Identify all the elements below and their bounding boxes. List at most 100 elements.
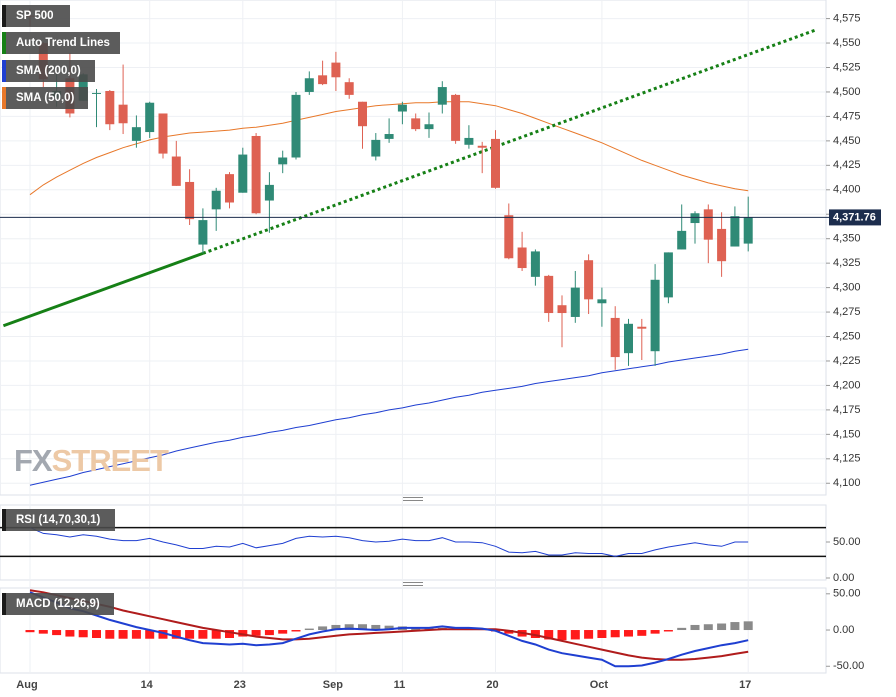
signal-line (29, 589, 749, 661)
candle-body (198, 220, 208, 245)
candle-body (211, 190, 221, 210)
histogram-bar (570, 630, 580, 640)
y-tick-label: 4,250 (833, 330, 861, 342)
candle-body (105, 90, 115, 125)
sma-line (29, 101, 749, 196)
candle-body (477, 145, 487, 148)
y-tick-label: 4,325 (833, 257, 861, 269)
last-price-box (829, 209, 881, 226)
y-tick-label: 4,400 (833, 184, 861, 196)
legend-label: Auto Trend Lines (16, 37, 110, 49)
legend-box (2, 5, 70, 27)
legend-box (2, 87, 88, 109)
candle-body (318, 75, 328, 85)
candle-body (703, 209, 713, 240)
candle-body (730, 216, 740, 247)
watermark-street: STREET (52, 443, 169, 478)
legend-box (2, 32, 120, 54)
histogram-bar (38, 630, 48, 634)
histogram-bar (597, 630, 607, 638)
legend-box (2, 509, 115, 531)
price-panel (0, 0, 827, 496)
histogram-bar (118, 630, 128, 639)
histogram-bar (424, 627, 434, 631)
x-tick-label: 23 (234, 679, 246, 691)
legend-label: MACD (12,26,9) (16, 598, 100, 610)
candle-body (131, 127, 141, 141)
y-tick-label: 4,475 (833, 110, 861, 122)
candle-body (597, 299, 607, 304)
legend-swatch (2, 5, 6, 27)
trend-line (2, 251, 204, 328)
candle-body (663, 252, 673, 298)
histogram-bar (358, 624, 367, 631)
histogram-bar (624, 630, 633, 637)
y-tick-label: 4,575 (833, 12, 861, 24)
y-tick-label: 0.00 (833, 624, 854, 636)
candle-body (411, 118, 421, 130)
histogram-bar (304, 628, 314, 631)
x-tick-label: 17 (739, 679, 751, 691)
candle-body (171, 156, 181, 186)
y-tick-label: 4,125 (833, 453, 861, 465)
candle-body (504, 215, 514, 259)
candle-body (557, 305, 567, 314)
histogram-bar (145, 630, 155, 639)
histogram-bar (251, 630, 261, 636)
histogram-bar (78, 630, 88, 638)
y-tick-label: 4,425 (833, 159, 861, 171)
candle-body (225, 174, 234, 203)
histogram-bar (717, 623, 727, 631)
candle-body (717, 228, 727, 262)
rsi-panel (0, 504, 827, 581)
histogram-bar (25, 630, 35, 633)
candle-body (358, 101, 367, 127)
candle-body (570, 287, 580, 317)
candle-body (145, 102, 155, 133)
x-tick-label: Oct (590, 679, 609, 691)
legend-box (2, 593, 114, 615)
x-tick-label: Aug (16, 679, 37, 691)
candle-body (624, 323, 633, 354)
histogram-bar (65, 630, 75, 637)
legend-box (2, 60, 95, 82)
legend-swatch (2, 87, 6, 109)
candle-body (677, 230, 687, 250)
candle-body (238, 154, 248, 193)
candle-body (344, 82, 354, 95)
histogram-bar (105, 630, 115, 639)
histogram-bar (198, 630, 208, 639)
y-tick-label: 0.00 (833, 572, 854, 584)
y-tick-label: 50.00 (833, 588, 861, 600)
candle-body (185, 181, 195, 220)
y-tick-label: 4,300 (833, 282, 861, 294)
histogram-bar (211, 630, 221, 639)
histogram-bar (318, 626, 328, 631)
marks (0, 8, 830, 668)
histogram-bar (331, 624, 341, 631)
macd-line (29, 591, 749, 668)
legend-swatch (2, 593, 6, 615)
y-tick-label: 4,200 (833, 379, 861, 391)
legend: SP 500 Auto Trend Lines SMA (200,0) SMA … (2, 5, 120, 615)
legend-swatch (2, 509, 6, 531)
histogram-bar (384, 625, 394, 631)
histogram-bar (703, 624, 713, 631)
histogram-bar (557, 630, 567, 641)
rsi-line (29, 527, 749, 557)
legend-label: SMA (200,0) (16, 65, 81, 77)
y-tick-label: 4,500 (833, 86, 861, 98)
candle-body (544, 275, 554, 314)
y-tick-label: 4,450 (833, 135, 861, 147)
watermark-fx: FX (14, 443, 53, 478)
candle-body (491, 138, 500, 188)
candle-body (118, 104, 128, 124)
y-tick-label: 4,225 (833, 355, 861, 367)
candle-body (610, 317, 620, 358)
legend-swatch (2, 60, 6, 82)
candle-body (264, 184, 274, 201)
histogram-bar (650, 630, 660, 634)
y-tick-label: 4,175 (833, 404, 861, 416)
candle-body (637, 326, 647, 329)
x-tick-label: 14 (141, 679, 154, 691)
